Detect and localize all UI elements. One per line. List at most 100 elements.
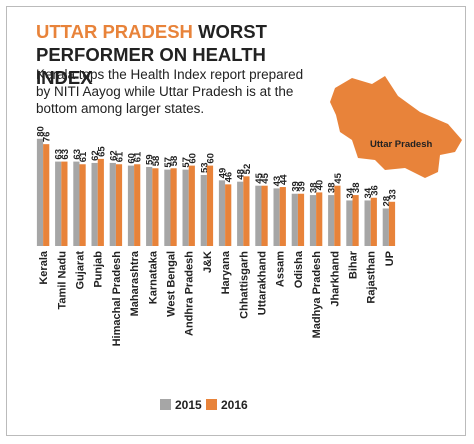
value-label: 60 xyxy=(127,153,138,164)
value-label: 61 xyxy=(115,151,126,162)
bar xyxy=(36,138,44,246)
x-tick-label: Assam xyxy=(275,251,287,287)
value-label: 39 xyxy=(290,181,301,192)
value-label: 38 xyxy=(327,183,338,194)
map-label: Uttar Pradesh xyxy=(370,139,432,150)
bar xyxy=(43,144,50,246)
subtitle: Kerala tops the Health Index report prep… xyxy=(36,67,304,116)
bar xyxy=(218,180,226,246)
bar xyxy=(279,187,286,246)
bar xyxy=(364,200,371,246)
bar xyxy=(109,162,116,246)
value-label: 33 xyxy=(388,189,399,200)
value-label: 65 xyxy=(96,146,107,157)
value-label: 36 xyxy=(369,185,380,196)
bar xyxy=(73,161,80,246)
bar xyxy=(164,169,171,246)
bar xyxy=(328,195,335,246)
bar xyxy=(388,201,396,246)
value-label: 34 xyxy=(345,187,356,198)
x-tick-label: Madhya Pradesh xyxy=(311,251,323,339)
x-tick-label: Kerala xyxy=(38,250,50,285)
value-label: 38 xyxy=(309,183,320,194)
bar xyxy=(127,165,135,246)
value-label: 60 xyxy=(206,153,217,164)
value-label: 58 xyxy=(151,156,162,167)
bar xyxy=(237,181,244,246)
value-label: 61 xyxy=(78,151,89,162)
value-label: 80 xyxy=(36,126,47,137)
legend-label: 2016 xyxy=(221,398,248,412)
x-tick-label: UP xyxy=(384,251,396,266)
x-tick-label: J&K xyxy=(202,251,214,273)
bar xyxy=(243,176,250,246)
value-label: 59 xyxy=(145,154,156,165)
x-tick-label: Haryana xyxy=(220,250,232,294)
bar xyxy=(97,158,104,246)
frame xyxy=(6,6,466,436)
value-label: 60 xyxy=(187,153,198,164)
value-label: 57 xyxy=(181,157,192,168)
bar xyxy=(188,165,195,246)
title-text: WORST PERFORMER ON HEALTH INDEX xyxy=(36,21,267,88)
bar xyxy=(291,193,298,246)
legend-label: 2015 xyxy=(175,398,202,412)
bar xyxy=(182,169,189,246)
bar xyxy=(115,164,123,246)
value-label: 45 xyxy=(254,172,265,183)
value-label: 28 xyxy=(381,196,392,207)
x-tick-label: Jharkhand xyxy=(329,251,341,307)
value-label: 48 xyxy=(236,169,247,180)
bar xyxy=(225,184,232,246)
value-label: 62 xyxy=(90,150,101,161)
value-label: 62 xyxy=(108,150,119,161)
value-label: 57 xyxy=(163,157,174,168)
value-label: 40 xyxy=(315,180,326,191)
value-label: 38 xyxy=(351,183,362,194)
value-label: 52 xyxy=(242,164,253,175)
value-label: 53 xyxy=(199,162,210,173)
x-tick-label: Andhra Pradesh xyxy=(184,251,196,336)
value-label: 34 xyxy=(363,187,374,198)
bar xyxy=(206,165,214,246)
bar xyxy=(309,195,317,246)
value-label: 46 xyxy=(224,172,235,183)
bar xyxy=(255,185,262,246)
bar xyxy=(370,197,377,246)
bar xyxy=(79,164,86,246)
value-label: 45 xyxy=(333,172,344,183)
bar xyxy=(146,166,153,246)
title-highlight: UTTAR PRADESH xyxy=(36,21,193,42)
bar xyxy=(152,168,159,246)
value-label: 63 xyxy=(60,149,71,160)
value-label: 45 xyxy=(260,172,271,183)
bar xyxy=(91,162,98,246)
bar xyxy=(170,168,177,246)
bar xyxy=(316,192,323,246)
chart-title: UTTAR PRADESH WORST PERFORMER ON HEALTH … xyxy=(36,20,321,89)
bar xyxy=(352,195,359,246)
value-label: 43 xyxy=(272,176,283,187)
legend-swatch xyxy=(160,399,171,410)
x-tick-label: Maharashtra xyxy=(129,250,141,316)
value-label: 63 xyxy=(54,149,65,160)
bar xyxy=(334,185,341,246)
bar xyxy=(297,193,305,246)
x-tick-label: Tamil Nadu xyxy=(56,251,68,309)
value-label: 61 xyxy=(133,151,144,162)
x-tick-label: Gujarat xyxy=(75,251,87,290)
x-tick-label: West Bengal xyxy=(166,251,178,317)
x-tick-label: Punjab xyxy=(93,251,105,288)
bar xyxy=(134,164,141,246)
map-shape xyxy=(330,76,462,178)
value-label: 58 xyxy=(169,156,180,167)
value-label: 44 xyxy=(278,174,289,185)
x-tick-label: Rajasthan xyxy=(366,251,378,304)
bar xyxy=(382,208,389,246)
value-label: 76 xyxy=(42,132,53,143)
bar xyxy=(55,161,62,246)
value-label: 63 xyxy=(72,149,83,160)
value-label: 39 xyxy=(297,181,308,192)
